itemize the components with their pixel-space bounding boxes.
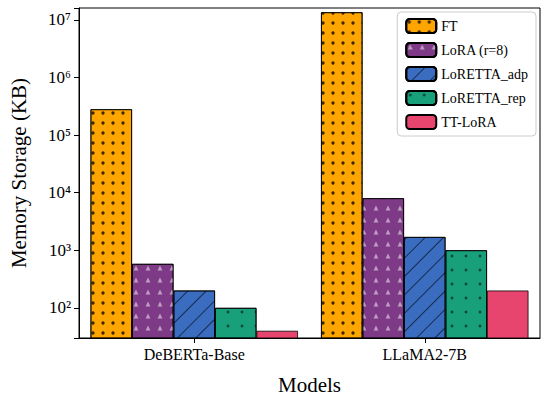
svg-text:10⁵: 10⁵ <box>48 126 71 145</box>
svg-text:10⁶: 10⁶ <box>48 68 71 87</box>
svg-text:LoRETTA_adp: LoRETTA_adp <box>441 67 528 82</box>
svg-text:Models: Models <box>278 373 341 397</box>
svg-text:TT-LoRA: TT-LoRA <box>441 115 497 130</box>
svg-text:10³: 10³ <box>49 241 71 260</box>
svg-text:10²: 10² <box>49 298 71 317</box>
svg-text:10⁷: 10⁷ <box>48 10 71 29</box>
svg-text:FT: FT <box>441 19 458 34</box>
svg-text:LLaMA2-7B: LLaMA2-7B <box>383 346 467 363</box>
svg-text:LoRETTA_rep: LoRETTA_rep <box>441 91 525 106</box>
svg-text:10⁴: 10⁴ <box>48 183 71 202</box>
svg-text:Memory Storage (KB): Memory Storage (KB) <box>7 78 31 268</box>
svg-text:LoRA (r=8): LoRA (r=8) <box>441 43 508 59</box>
svg-text:DeBERTa-Base: DeBERTa-Base <box>144 346 245 363</box>
